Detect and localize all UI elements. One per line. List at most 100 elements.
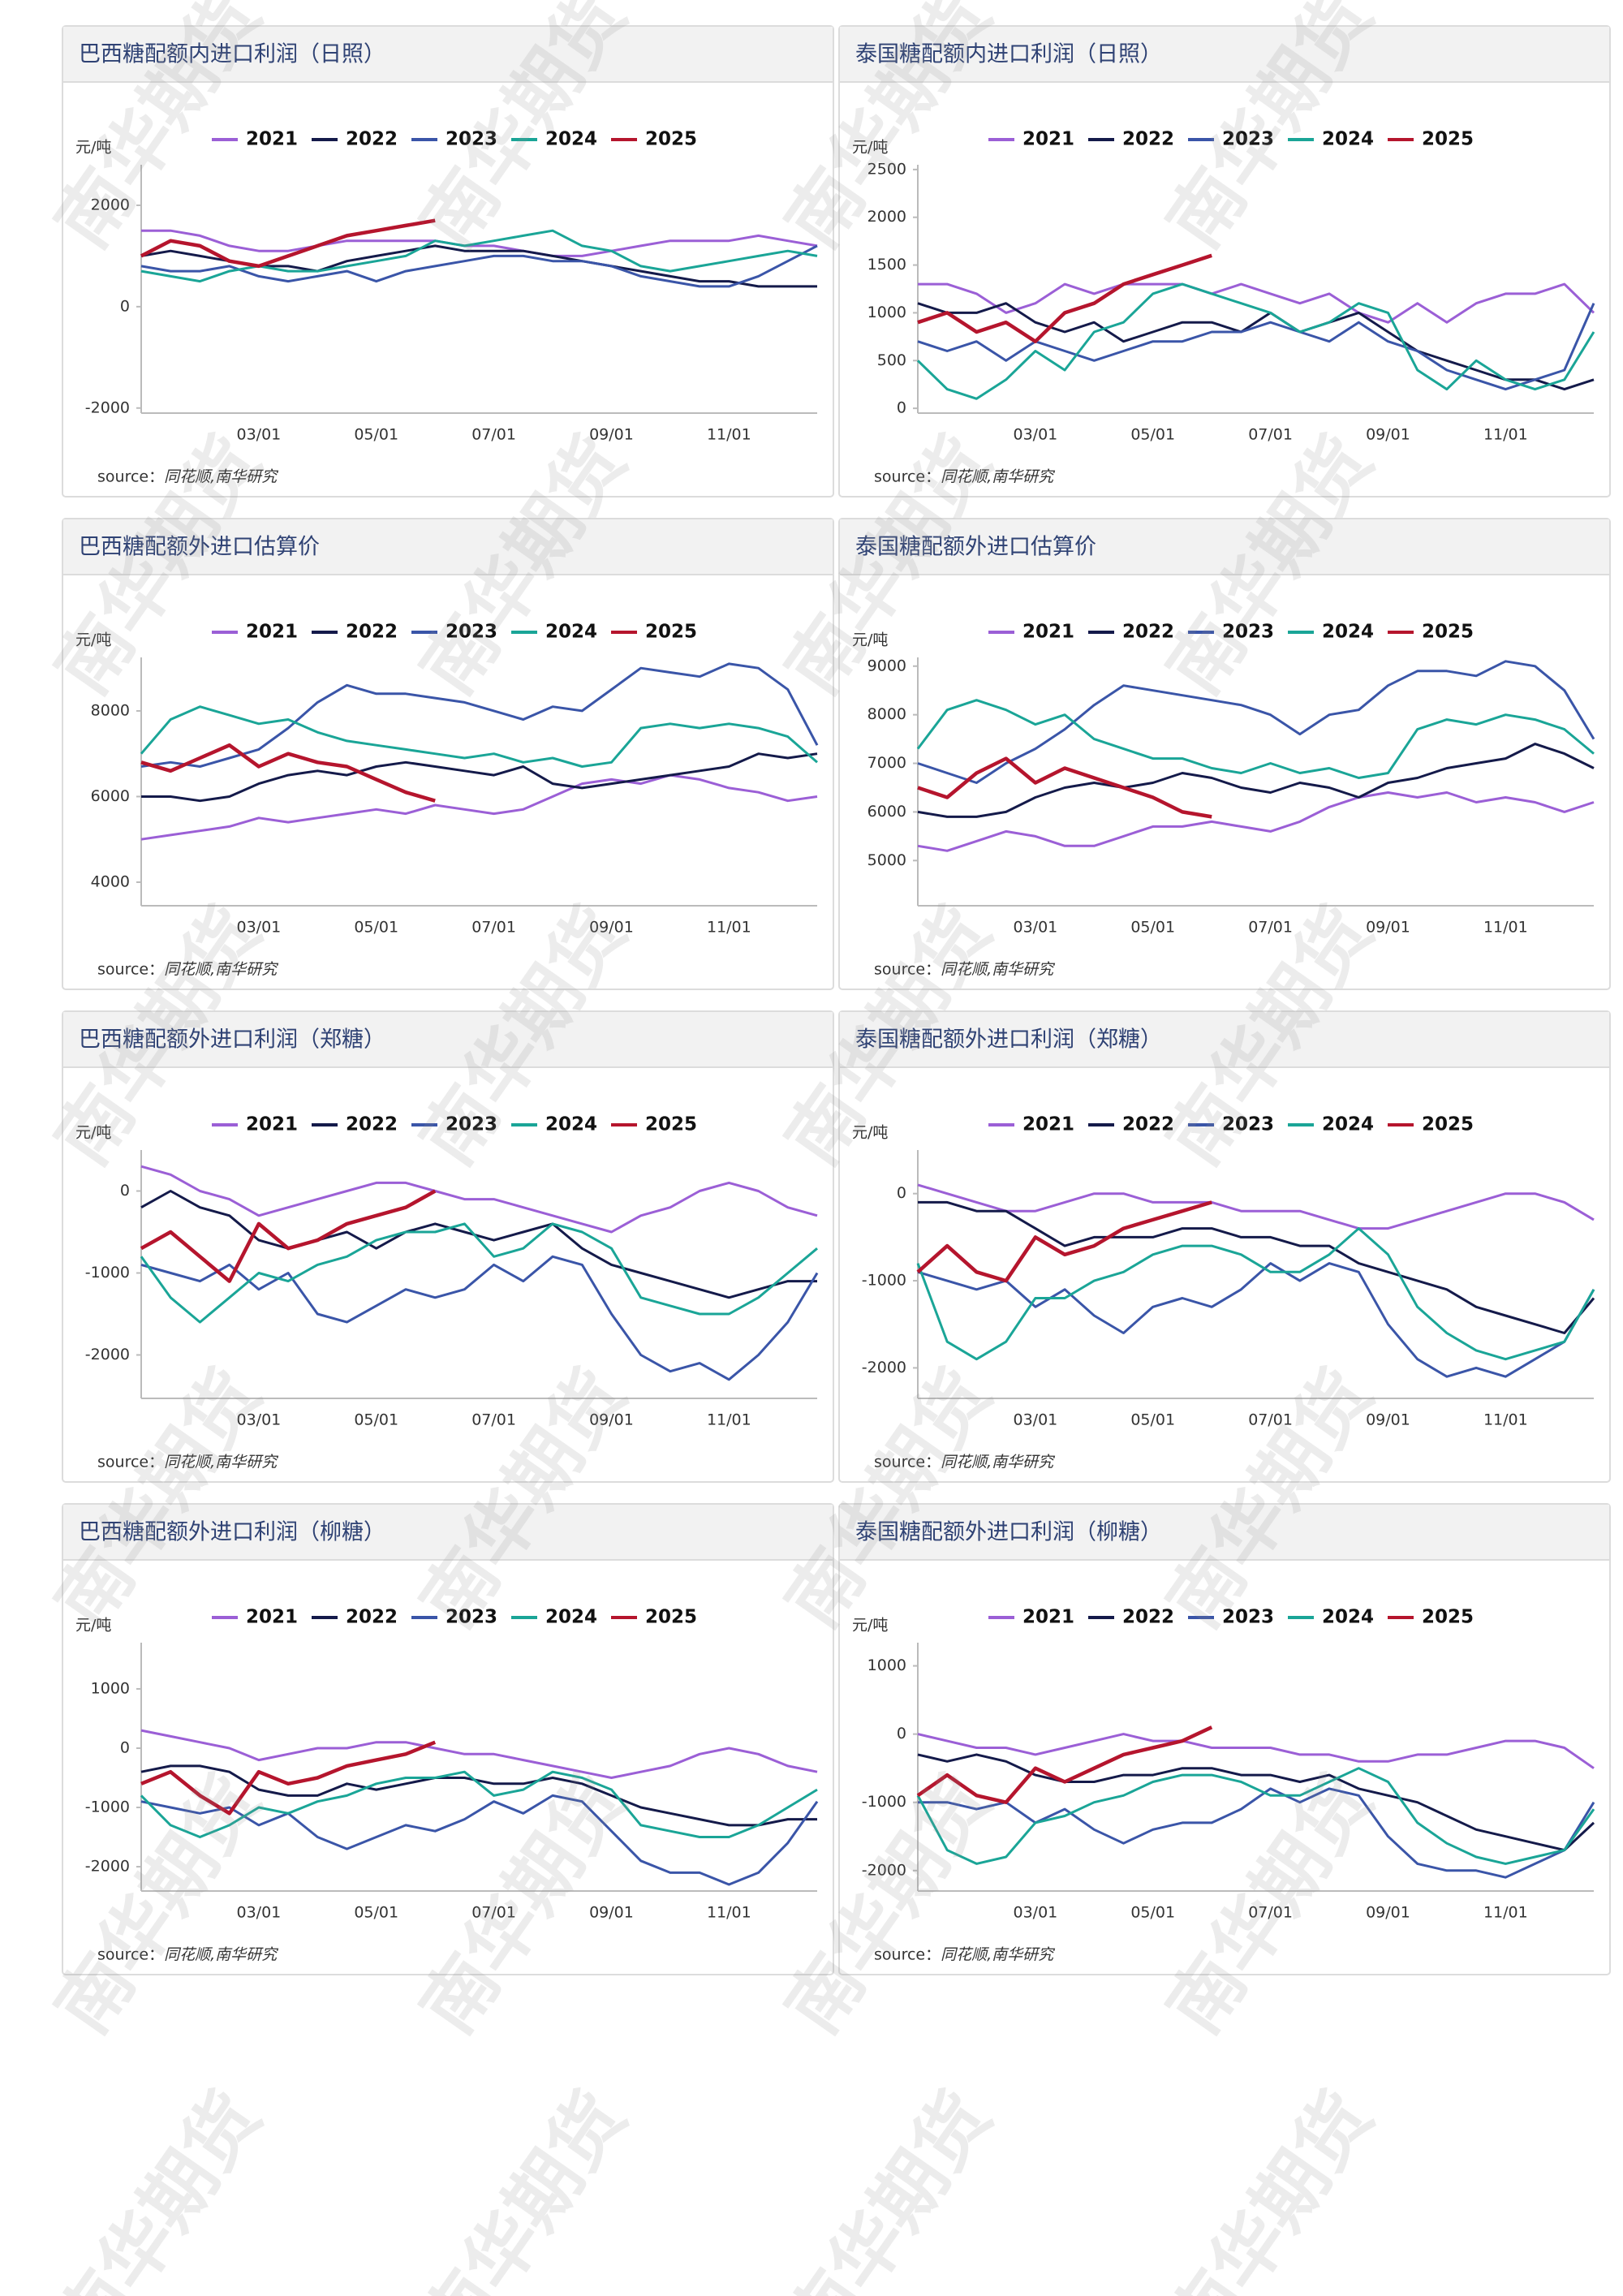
x-tick-label: 03/01 xyxy=(1013,1904,1057,1922)
chart-title: 泰国糖配额外进口利润（郑糖） xyxy=(855,1027,1162,1053)
y-axis-unit: 元/吨 xyxy=(852,1617,888,1635)
x-tick-label: 07/01 xyxy=(1248,1411,1293,1429)
source-text: 同花顺,南华研究 xyxy=(164,961,279,979)
series-line xyxy=(140,705,818,768)
x-tick-label: 05/01 xyxy=(354,1904,398,1922)
x-tick-label: 03/01 xyxy=(1013,426,1057,444)
chart-panel: 巴西糖配额外进口利润（柳糖） 2021 2022 2023 2024 2025 元/吨 -20… xyxy=(62,1503,834,1975)
y-axis-unit: 元/吨 xyxy=(852,631,888,649)
x-tick-label: 03/01 xyxy=(236,1904,281,1922)
source-label: source： xyxy=(874,1946,941,1964)
y-tick-label: 0 xyxy=(897,1184,906,1202)
chart-title: 泰国糖配额外进口利润（柳糖） xyxy=(855,1520,1162,1545)
legend-label: 2021 xyxy=(1022,1114,1074,1135)
x-tick-label: 07/01 xyxy=(471,426,516,444)
x-tick-label: 03/01 xyxy=(236,919,281,937)
panel-frame xyxy=(62,518,834,990)
y-tick-label: 7000 xyxy=(867,754,906,772)
legend-label: 2024 xyxy=(1322,622,1374,643)
x-tick-label: 07/01 xyxy=(1248,919,1293,937)
panel-header xyxy=(63,519,833,575)
legend-label: 2024 xyxy=(1322,1114,1374,1135)
source-text: 同花顺,南华研究 xyxy=(941,1454,1056,1471)
y-axis-unit: 元/吨 xyxy=(75,1617,111,1635)
legend-label: 2021 xyxy=(246,1114,298,1135)
series-line xyxy=(917,1183,1595,1230)
legend-label: 2024 xyxy=(545,129,597,150)
y-tick-label: 2000 xyxy=(91,196,130,213)
legend-label: 2022 xyxy=(346,1114,398,1135)
y-tick-label: 500 xyxy=(877,351,906,369)
series-line xyxy=(140,743,436,803)
series-line xyxy=(916,699,1595,779)
y-tick-label: -1000 xyxy=(85,1264,130,1282)
panel-header xyxy=(63,1505,833,1560)
legend-label: 2022 xyxy=(1122,129,1174,150)
legend-label: 2022 xyxy=(1122,622,1174,643)
y-axis-unit: 元/吨 xyxy=(75,1124,111,1142)
watermark: 南华期货 xyxy=(405,2077,643,2296)
series-line xyxy=(140,1729,818,1779)
series-line xyxy=(916,1200,1212,1283)
panel-frame xyxy=(838,518,1611,990)
y-tick-label: 0 xyxy=(897,399,906,417)
series-line xyxy=(917,660,1595,784)
x-tick-label: 09/01 xyxy=(1366,919,1410,937)
x-tick-label: 09/01 xyxy=(1366,1411,1410,1429)
x-tick-label: 11/01 xyxy=(707,1904,751,1922)
panel-header xyxy=(840,519,1609,575)
legend-label: 2022 xyxy=(346,1607,398,1628)
legend-label: 2025 xyxy=(645,1114,697,1135)
y-tick-label: 2000 xyxy=(867,208,906,226)
x-tick-label: 11/01 xyxy=(707,919,751,937)
legend-label: 2021 xyxy=(1022,129,1074,150)
x-tick-label: 05/01 xyxy=(354,919,398,937)
panel-header xyxy=(840,27,1609,82)
legend-label: 2025 xyxy=(645,622,697,643)
series-line xyxy=(916,1725,1213,1804)
series-line xyxy=(917,303,1595,391)
series-line xyxy=(140,244,818,288)
legend-label: 2023 xyxy=(446,622,497,643)
panel-frame xyxy=(838,1010,1611,1483)
y-tick-label: 8000 xyxy=(867,705,906,723)
series-line xyxy=(140,773,818,841)
x-tick-label: 03/01 xyxy=(1013,919,1057,937)
source-text: 同花顺,南华研究 xyxy=(941,468,1056,486)
y-tick-label: 6000 xyxy=(91,787,130,805)
x-tick-label: 11/01 xyxy=(707,426,751,444)
source-text: 同花顺,南华研究 xyxy=(164,1946,279,1964)
legend-label: 2025 xyxy=(645,1607,697,1628)
watermark: 南华期货 xyxy=(770,2077,1008,2296)
x-tick-label: 07/01 xyxy=(471,919,516,937)
series-line xyxy=(917,743,1595,818)
source-text: 同花顺,南华研究 xyxy=(941,961,1056,979)
x-tick-label: 07/01 xyxy=(471,1411,516,1429)
panel-header xyxy=(63,27,833,82)
x-tick-label: 11/01 xyxy=(1483,1904,1528,1922)
panel-header xyxy=(840,1012,1609,1067)
series-line xyxy=(140,1770,818,1838)
legend-label: 2022 xyxy=(1122,1114,1174,1135)
panel-frame xyxy=(62,1010,834,1483)
panel-frame xyxy=(62,25,834,498)
chart-title: 巴西糖配额外进口利润（柳糖） xyxy=(79,1520,385,1545)
series-line xyxy=(917,253,1212,343)
x-tick-label: 03/01 xyxy=(236,426,281,444)
series-line xyxy=(918,1200,1595,1334)
source-label: source： xyxy=(97,468,164,486)
source-label: source： xyxy=(97,1946,164,1964)
y-tick-label: 1000 xyxy=(867,304,906,321)
x-tick-label: 11/01 xyxy=(707,1411,751,1429)
x-tick-label: 11/01 xyxy=(1483,1411,1528,1429)
y-tick-label: -2000 xyxy=(85,1858,130,1876)
x-tick-label: 07/01 xyxy=(1248,426,1293,444)
series-line xyxy=(918,282,1595,324)
legend-label: 2024 xyxy=(545,1607,597,1628)
series-line xyxy=(140,218,436,269)
x-tick-label: 09/01 xyxy=(589,1411,634,1429)
series-line xyxy=(141,752,818,803)
series-line xyxy=(141,229,818,257)
legend-label: 2023 xyxy=(1222,622,1274,643)
chart-panel: 泰国糖配额外进口利润（柳糖） 2021 2022 2023 2024 2025 元/吨 -20… xyxy=(838,1503,1611,1975)
